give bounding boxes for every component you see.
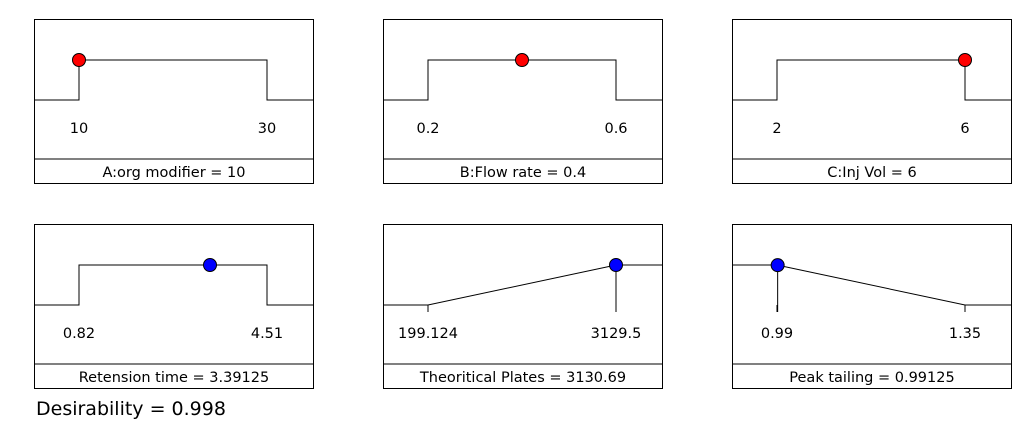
high-tick-label: 4.51 (251, 326, 283, 342)
desirability-ramp-line (732, 59, 1012, 101)
desirability-label: Desirability = 0.998 (36, 398, 226, 420)
panel-title: Theoritical Plates = 3130.69 (419, 370, 626, 386)
panel-title: B:Flow rate = 0.4 (460, 165, 586, 181)
panel-frame (732, 19, 1012, 184)
current-value-dot (203, 258, 218, 272)
ramp-panel-response-tailing: 0.99 1.35 Peak tailing = 0.99125 (732, 224, 1012, 389)
high-tick-label: 0.6 (604, 121, 627, 137)
desirability-ramp-line (732, 264, 1012, 306)
panel-frame (34, 19, 314, 184)
ramp-panel-response-retention: 0.82 4.51 Retension time = 3.39125 (34, 224, 314, 389)
panel-frame (34, 224, 314, 389)
high-tick-label: 6 (960, 121, 969, 137)
panel-frame (383, 224, 663, 389)
low-tick-label: 0.82 (63, 326, 95, 342)
ramp-panel-response-plates: 199.124 3129.5 Theoritical Plates = 3130.6… (383, 224, 663, 389)
current-value-dot (958, 53, 972, 67)
panel-frame (383, 19, 663, 184)
ramp-panel-factor-B: 0.2 0.6 B:Flow rate = 0.4 (383, 19, 663, 184)
low-tick-label: 2 (772, 121, 781, 137)
low-tick-label: 10 (70, 121, 88, 137)
high-tick-label: 1.35 (949, 326, 981, 342)
low-tick-label: 199.124 (398, 326, 458, 342)
desirability-ramp-line (34, 59, 314, 101)
panel-title: C:Inj Vol = 6 (827, 165, 916, 181)
desirability-ramp-line (383, 264, 663, 306)
panel-title: Peak tailing = 0.99125 (789, 370, 954, 386)
panel-title: A:org modifier = 10 (102, 165, 245, 181)
ramp-panel-factor-A: 10 30 A:org modifier = 10 (34, 19, 314, 184)
high-tick-label: 3129.5 (591, 326, 642, 342)
desirability-ramp-line (34, 264, 314, 306)
current-value-dot (72, 53, 86, 67)
current-value-dot (609, 258, 623, 272)
high-tick-label: 30 (258, 121, 276, 137)
panel-title: Retension time = 3.39125 (79, 370, 269, 386)
current-value-dot (515, 53, 529, 67)
low-tick-label: 0.99 (761, 326, 793, 342)
current-value-dot (770, 258, 785, 273)
low-tick-label: 0.2 (416, 121, 439, 137)
ramp-panel-factor-C: 2 6 C:Inj Vol = 6 (732, 19, 1012, 184)
